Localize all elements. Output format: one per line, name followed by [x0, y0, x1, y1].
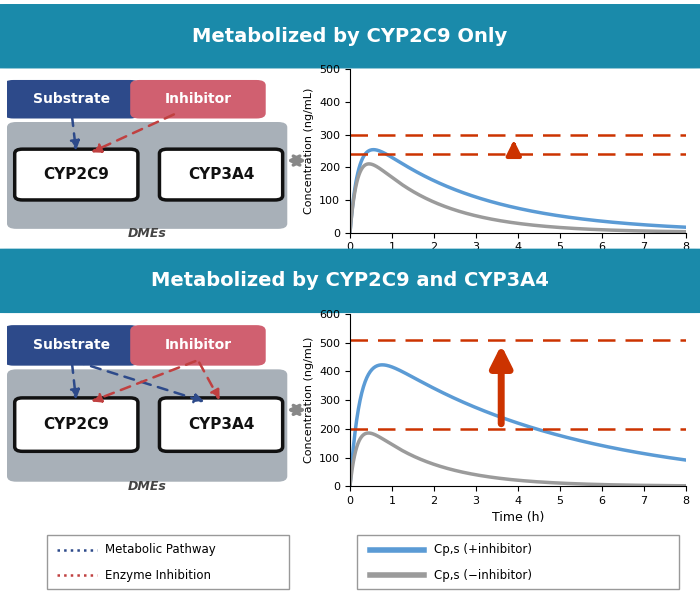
FancyBboxPatch shape — [130, 325, 266, 365]
FancyBboxPatch shape — [357, 535, 679, 589]
Text: Inhibitor: Inhibitor — [164, 338, 232, 352]
Text: Substrate: Substrate — [33, 338, 110, 352]
Text: DMEs: DMEs — [127, 227, 167, 240]
FancyBboxPatch shape — [15, 398, 138, 451]
FancyBboxPatch shape — [7, 369, 287, 482]
Y-axis label: Concentration (ng/mL): Concentration (ng/mL) — [304, 337, 314, 463]
FancyBboxPatch shape — [0, 249, 700, 312]
FancyBboxPatch shape — [160, 149, 283, 200]
FancyBboxPatch shape — [130, 80, 266, 118]
FancyBboxPatch shape — [4, 325, 139, 365]
Text: Enzyme Inhibition: Enzyme Inhibition — [105, 568, 211, 582]
Text: CYP2C9: CYP2C9 — [43, 417, 109, 432]
FancyBboxPatch shape — [7, 122, 287, 229]
X-axis label: Time (h): Time (h) — [492, 512, 544, 524]
Text: CYP3A4: CYP3A4 — [188, 417, 254, 432]
FancyBboxPatch shape — [4, 80, 139, 118]
Text: Metabolic Pathway: Metabolic Pathway — [105, 543, 216, 556]
Text: Metabolized by CYP2C9 Only: Metabolized by CYP2C9 Only — [193, 27, 508, 46]
Y-axis label: Concentration (ng/mL): Concentration (ng/mL) — [304, 88, 314, 214]
Text: CYP3A4: CYP3A4 — [188, 167, 254, 182]
Text: Substrate: Substrate — [33, 92, 110, 106]
X-axis label: Time (h): Time (h) — [492, 258, 544, 271]
Text: Cp,s (+inhibitor): Cp,s (+inhibitor) — [434, 543, 532, 556]
Text: Inhibitor: Inhibitor — [164, 92, 232, 106]
Text: CYP2C9: CYP2C9 — [43, 167, 109, 182]
Text: DMEs: DMEs — [127, 480, 167, 493]
Text: Cp,s (−inhibitor): Cp,s (−inhibitor) — [434, 568, 532, 582]
FancyBboxPatch shape — [160, 398, 283, 451]
FancyBboxPatch shape — [15, 149, 138, 200]
FancyBboxPatch shape — [47, 535, 289, 589]
Text: Metabolized by CYP2C9 and CYP3A4: Metabolized by CYP2C9 and CYP3A4 — [151, 271, 549, 291]
FancyBboxPatch shape — [0, 5, 700, 68]
